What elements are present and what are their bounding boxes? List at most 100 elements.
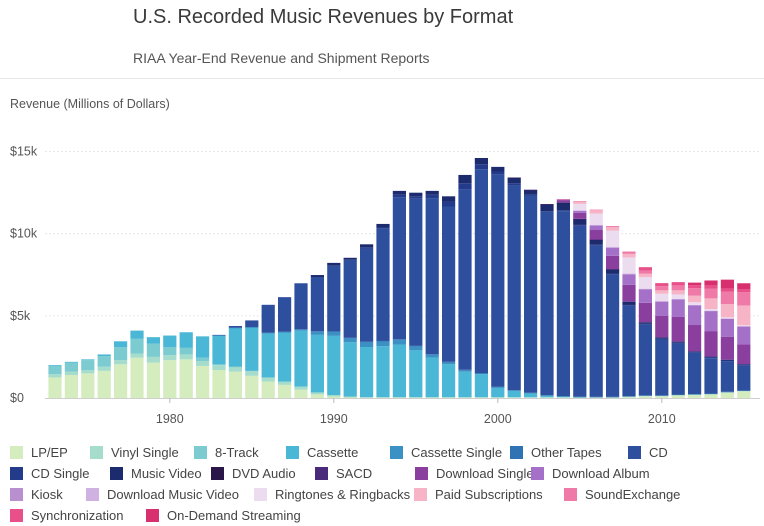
y-axis-label: Revenue (Millions of Dollars) (10, 97, 170, 111)
legend-label: Download Music Video (107, 487, 239, 502)
bar-segment (310, 331, 324, 332)
bar-segment (589, 239, 603, 245)
legend-item[interactable]: Other Tapes (510, 445, 628, 460)
legend-item[interactable]: Ringtones & Ringbacks (254, 487, 414, 502)
bar-segment (310, 392, 324, 395)
legend-label: CD Single (31, 466, 90, 481)
legend-item[interactable]: On-Demand Streaming (146, 508, 306, 523)
bar-segment (343, 397, 357, 399)
bar-segment (704, 288, 718, 299)
legend-swatch (146, 509, 159, 522)
bar-segment (622, 284, 636, 302)
bar-segment (737, 326, 751, 327)
bar-segment (261, 381, 275, 398)
legend-label: 8-Track (215, 445, 259, 460)
legend-row: LP/EP Vinyl Single 8-Track Cassette Cassette… (10, 442, 764, 463)
legend-swatch (10, 467, 23, 480)
bar-segment (655, 283, 669, 287)
bar-segment (392, 397, 406, 398)
bar-segment (409, 345, 423, 347)
bar-segment (458, 397, 472, 398)
bar-segment (638, 267, 652, 271)
bar-segment (196, 357, 210, 362)
legend-item[interactable]: CD (628, 445, 668, 460)
legend-item[interactable]: Cassette Single (390, 445, 510, 460)
x-tick-label: 1990 (320, 412, 348, 426)
bar-segment (704, 393, 718, 395)
legend-item[interactable]: Synchronization (10, 508, 146, 523)
bar-segment (146, 343, 160, 357)
legend-item[interactable]: SACD (315, 466, 415, 481)
bar-segment (720, 392, 734, 398)
chart-legend: LP/EP Vinyl Single 8-Track Cassette Cassette… (10, 442, 764, 526)
bar-segment (458, 174, 472, 184)
bar-segment (458, 183, 472, 190)
legend-item[interactable]: Download Single (415, 466, 534, 481)
bar-segment (425, 198, 439, 355)
bar-segment (622, 253, 636, 258)
bar-segment (64, 362, 78, 372)
legend-item[interactable]: Cassette (286, 445, 390, 460)
bar-segment (671, 299, 685, 300)
bar-segment (376, 228, 390, 341)
legend-label: Cassette (307, 445, 359, 460)
bar-segment (606, 247, 620, 256)
bar-segment (720, 304, 734, 318)
bar-segment (507, 390, 521, 398)
legend-item[interactable]: Music Video (110, 466, 211, 481)
bar-segment (327, 396, 341, 398)
bar-segment (409, 397, 423, 398)
bar-segment (573, 203, 587, 211)
bar-segment (704, 310, 718, 312)
legend-item[interactable]: LP/EP (10, 445, 90, 460)
legend-swatch (315, 467, 328, 480)
bar-segment (278, 384, 292, 398)
bar-segment (655, 337, 669, 339)
legend-item[interactable]: Kiosk (10, 487, 86, 502)
bar-segment (704, 358, 718, 394)
legend-label: Download Single (436, 466, 534, 481)
bar-segment (442, 206, 456, 362)
bar-segment (524, 392, 538, 394)
bar-segment (343, 337, 357, 339)
bar-segment (622, 274, 636, 285)
legend-item[interactable]: Vinyl Single (90, 445, 194, 460)
bar-segment (638, 277, 652, 289)
bar-segment (573, 397, 587, 398)
bar-segment (704, 298, 718, 310)
legend-item[interactable]: Paid Subscriptions (414, 487, 564, 502)
bar-segment (360, 248, 374, 342)
bar-segment (737, 364, 751, 365)
bar-segment (638, 302, 652, 323)
bar-segment (179, 332, 193, 348)
bar-segment (688, 394, 702, 395)
bar-segment (688, 282, 702, 286)
bar-segment (507, 397, 521, 398)
bar-segment (524, 190, 538, 195)
bar-segment (688, 305, 702, 326)
legend-item[interactable]: Download Music Video (86, 487, 254, 502)
bar-segment (392, 339, 406, 340)
legend-item[interactable]: DVD Audio (211, 466, 315, 481)
bar-segment (425, 190, 439, 195)
bar-segment (114, 360, 128, 365)
bar-segment (261, 377, 275, 382)
legend-label: Other Tapes (531, 445, 602, 460)
bar-segment (606, 274, 620, 397)
legend-item[interactable]: CD Single (10, 466, 110, 481)
legend-item[interactable]: SoundExchange (564, 487, 680, 502)
bar-segment (638, 273, 652, 278)
bar-segment (48, 377, 62, 398)
y-tick-label: $10k (10, 227, 38, 241)
legend-item[interactable]: 8-Track (194, 445, 286, 460)
bar-segment (491, 397, 505, 398)
bar-segment (360, 342, 374, 348)
legend-swatch (254, 488, 267, 501)
bar-segment (638, 322, 652, 324)
bar-segment (81, 373, 95, 398)
bar-segment (737, 390, 751, 391)
bar-segment (376, 341, 390, 347)
bar-segment (294, 389, 308, 398)
bar-segment (392, 190, 406, 195)
legend-item[interactable]: Download Album (531, 466, 650, 481)
